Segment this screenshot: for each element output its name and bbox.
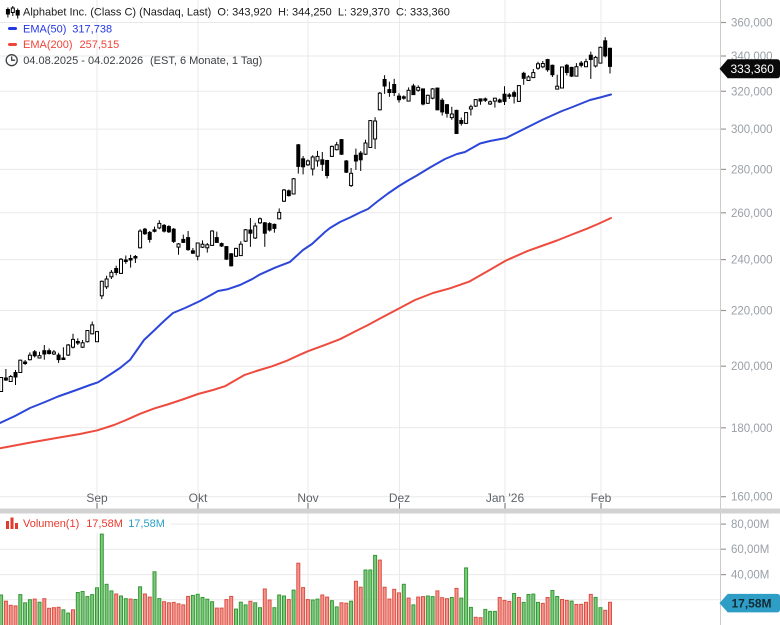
svg-text:180,000: 180,000 <box>731 423 773 435</box>
svg-text:Jan '26: Jan '26 <box>486 491 525 505</box>
svg-text:240,000: 240,000 <box>731 255 773 267</box>
svg-text:300,000: 300,000 <box>731 124 773 136</box>
svg-text:220,000: 220,000 <box>731 306 773 318</box>
svg-text:17,58M: 17,58M <box>732 597 772 611</box>
svg-text:Feb: Feb <box>591 491 612 505</box>
svg-text:40,00M: 40,00M <box>731 570 769 582</box>
svg-text:Sep: Sep <box>86 491 108 505</box>
svg-text:EMA(200): EMA(200) <box>23 39 73 51</box>
svg-text:257,515: 257,515 <box>80 39 120 51</box>
svg-text:EMA(50): EMA(50) <box>23 23 66 35</box>
svg-text:317,738: 317,738 <box>72 23 112 35</box>
svg-text:333,360: 333,360 <box>731 62 775 76</box>
svg-text:360,000: 360,000 <box>731 18 773 30</box>
svg-text:260,000: 260,000 <box>731 208 773 220</box>
svg-text:Okt: Okt <box>189 491 208 505</box>
svg-text:Nov: Nov <box>297 491 318 505</box>
svg-text:Dez: Dez <box>389 491 410 505</box>
svg-text:280,000: 280,000 <box>731 164 773 176</box>
svg-text:80,00M: 80,00M <box>731 519 769 531</box>
svg-text:17,58M: 17,58M <box>86 518 123 530</box>
svg-text:60,00M: 60,00M <box>731 544 769 556</box>
svg-text:200,000: 200,000 <box>731 361 773 373</box>
svg-text:17,58M: 17,58M <box>128 518 165 530</box>
svg-text:Volumen(1): Volumen(1) <box>23 518 79 530</box>
svg-text:320,000: 320,000 <box>731 86 773 98</box>
svg-text:(EST, 6 Monate, 1 Tag): (EST, 6 Monate, 1 Tag) <box>150 55 262 67</box>
svg-text:04.08.2025 - 04.02.2026: 04.08.2025 - 04.02.2026 <box>23 55 143 67</box>
svg-text:Alphabet Inc. (Class C) (Nasda: Alphabet Inc. (Class C) (Nasdaq, Last) O… <box>23 6 450 18</box>
svg-text:160,000: 160,000 <box>731 492 773 504</box>
